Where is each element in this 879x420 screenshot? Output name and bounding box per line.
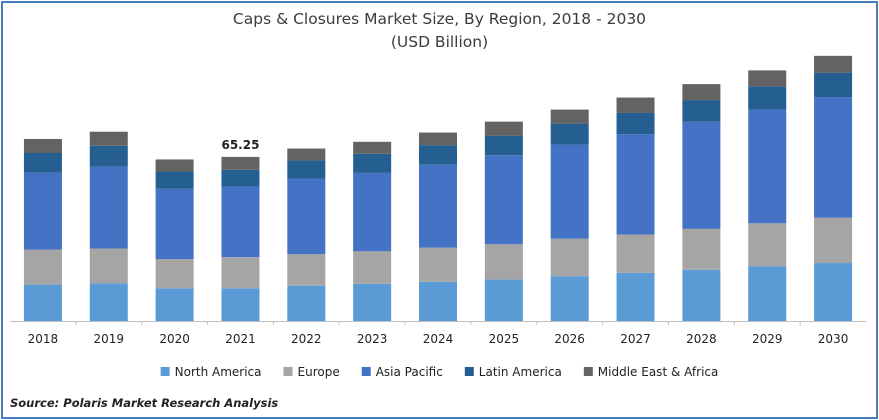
legend-label-5: Middle East & Africa	[598, 365, 719, 379]
bar-segment-2023-2	[353, 251, 392, 284]
bar-segment-2024-2	[419, 247, 457, 282]
bar-segment-2021-4	[221, 169, 260, 187]
bar-segment-2020-3	[155, 188, 194, 260]
bar-segment-2027-5	[616, 97, 655, 113]
bar-segment-2026-2	[550, 238, 589, 277]
bar-segment-2026-5	[550, 109, 589, 124]
bar-segment-2029-5	[748, 70, 787, 87]
bar-segment-2024-3	[419, 164, 457, 248]
bar-segment-2019-4	[89, 145, 128, 167]
legend-swatch-5	[583, 367, 593, 376]
legend-swatch-2	[283, 367, 293, 376]
bar-segment-2028-5	[682, 84, 721, 101]
bar-segment-2025-1	[484, 279, 523, 321]
bar-segment-2030-3	[814, 97, 853, 218]
legend-label-2: Europe	[298, 365, 340, 379]
source-note: Source: Polaris Market Research Analysis	[10, 396, 279, 410]
bar-segment-2028-2	[682, 228, 721, 270]
x-tick-label-2030: 2030	[818, 332, 849, 346]
bar-segment-2029-1	[748, 266, 787, 321]
legend-label-4: Latin America	[479, 365, 562, 379]
x-tick-label-2026: 2026	[554, 332, 585, 346]
x-tick-label-2024: 2024	[423, 332, 454, 346]
bar-segment-2020-2	[155, 259, 194, 289]
bar-segment-2030-5	[814, 55, 853, 73]
bar-segment-2022-1	[287, 285, 326, 321]
bar-segment-2030-1	[814, 263, 853, 321]
bar-segment-2027-4	[616, 112, 655, 135]
bar-segment-2019-2	[89, 248, 128, 284]
bar-segment-2023-3	[353, 172, 392, 252]
bar-segment-2018-3	[23, 172, 62, 250]
x-tick-label-2021: 2021	[225, 332, 256, 346]
x-tick-label-2018: 2018	[28, 332, 59, 346]
x-tick-label-2027: 2027	[620, 332, 651, 346]
bar-segment-2027-1	[616, 272, 655, 321]
bar-segment-2026-1	[550, 276, 589, 321]
bar-segment-2024-1	[419, 281, 457, 321]
bar-segment-2022-3	[287, 178, 326, 255]
bar-segment-2019-3	[89, 166, 128, 249]
bar-segment-2025-5	[484, 121, 523, 136]
bar-segment-2022-5	[287, 148, 326, 161]
chart-title: Caps & Closures Market Size, By Region, …	[232, 10, 647, 28]
chart-title-block: Caps & Closures Market Size, By Region, …	[0, 8, 879, 54]
bar-segment-2025-2	[484, 244, 523, 280]
x-tick-label-2019: 2019	[93, 332, 124, 346]
bar-segment-2021-1	[221, 288, 260, 321]
bar-segment-2019-1	[89, 283, 128, 321]
bar-segment-2027-3	[616, 134, 655, 235]
bar-segment-2030-4	[814, 72, 853, 98]
legend-swatch-4	[464, 367, 474, 376]
bar-segment-2021-2	[221, 257, 260, 289]
bar-segment-2020-5	[155, 159, 194, 172]
bar-segment-2024-5	[419, 132, 457, 146]
chart-subtitle: (USD Billion)	[390, 33, 489, 51]
bar-segment-2028-1	[682, 269, 721, 321]
bar-segment-2028-4	[682, 100, 721, 122]
bar-segment-2029-4	[748, 86, 787, 110]
bar-segment-2028-3	[682, 121, 721, 229]
bar-segment-2029-3	[748, 109, 787, 224]
bar-segment-2018-1	[23, 284, 62, 321]
bar-segment-2020-4	[155, 171, 194, 189]
bar-segment-2024-4	[419, 145, 457, 165]
bar-segment-2026-3	[550, 144, 589, 239]
x-tick-label-2020: 2020	[159, 332, 190, 346]
bar-segment-2029-2	[748, 223, 787, 267]
legend-swatch-1	[160, 367, 170, 376]
bar-segment-2018-5	[23, 139, 62, 153]
x-tick-label-2025: 2025	[489, 332, 520, 346]
legend-label-1: North America	[175, 365, 262, 379]
bar-segment-2018-2	[23, 249, 62, 285]
bar-segment-2022-2	[287, 254, 326, 286]
x-tick-label-2022: 2022	[291, 332, 322, 346]
x-tick-label-2028: 2028	[686, 332, 717, 346]
bar-segment-2023-5	[353, 141, 392, 154]
bar-segment-2021-3	[221, 186, 260, 258]
bar-segment-2018-4	[23, 153, 62, 173]
bar-segment-2027-2	[616, 234, 655, 273]
bar-segment-2025-3	[484, 155, 523, 245]
bar-segment-2030-2	[814, 217, 853, 264]
bar-segment-2025-4	[484, 135, 523, 156]
bar-segment-2023-4	[353, 153, 392, 173]
bar-segment-2020-1	[155, 288, 194, 321]
x-tick-label-2023: 2023	[357, 332, 388, 346]
bar-segment-2019-5	[89, 131, 128, 146]
data-label-2021: 65.25	[221, 138, 259, 152]
legend-label-3: Asia Pacific	[376, 365, 443, 379]
x-tick-label-2029: 2029	[752, 332, 783, 346]
legend-swatch-3	[361, 367, 371, 376]
bar-segment-2021-5	[221, 156, 260, 170]
bar-segment-2022-4	[287, 160, 326, 179]
bar-segment-2026-4	[550, 123, 589, 145]
bar-segment-2023-1	[353, 283, 392, 321]
